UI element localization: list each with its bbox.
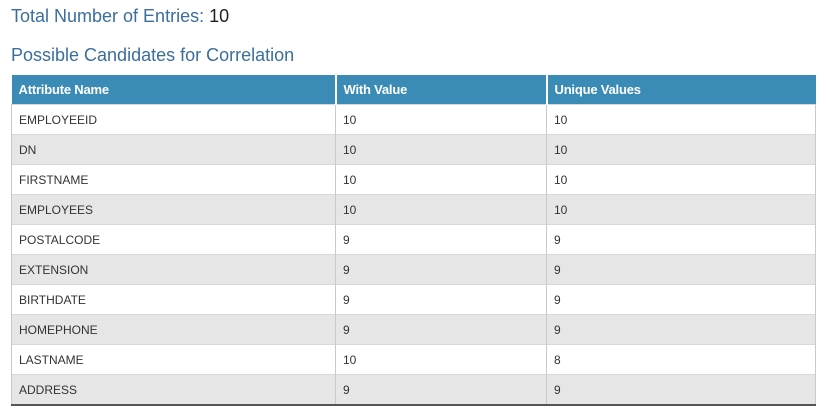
attribute-name-cell: LASTNAME <box>11 344 336 375</box>
attribute-name-cell: EXTENSION <box>11 254 336 285</box>
unique-values-cell: 9 <box>546 374 816 405</box>
column-header-with-value[interactable]: With Value <box>335 75 548 105</box>
table-row[interactable]: BIRTHDATE 9 9 <box>11 284 816 315</box>
attribute-name-cell: ADDRESS <box>11 374 336 405</box>
with-value-cell: 9 <box>335 224 547 255</box>
table-row[interactable]: DN 10 10 <box>11 134 816 165</box>
with-value-cell: 9 <box>335 254 547 285</box>
table-row[interactable]: EMPLOYEES 10 10 <box>11 194 816 225</box>
table-row[interactable]: POSTALCODE 9 9 <box>11 224 816 255</box>
table-row[interactable]: EXTENSION 9 9 <box>11 254 816 285</box>
attribute-name-cell: POSTALCODE <box>11 224 336 255</box>
table-row[interactable]: FIRSTNAME 10 10 <box>11 164 816 195</box>
unique-values-cell: 9 <box>546 284 816 315</box>
column-header-unique-values[interactable]: Unique Values <box>546 75 816 105</box>
unique-values-cell: 8 <box>546 344 816 375</box>
section-title: Possible Candidates for Correlation <box>11 45 295 65</box>
column-header-attribute-name[interactable]: Attribute Name <box>11 75 337 105</box>
total-entries-label: Total Number of Entries: <box>11 6 205 26</box>
table-row[interactable]: ADDRESS 9 9 <box>11 374 816 405</box>
table-header-row: Attribute Name With Value Unique Values <box>11 75 816 105</box>
table-row[interactable]: EMPLOYEEID 10 10 <box>11 104 816 135</box>
unique-values-cell: 10 <box>546 164 816 195</box>
with-value-cell: 9 <box>335 374 547 405</box>
attribute-name-cell: HOMEPHONE <box>11 314 336 345</box>
table-row[interactable]: HOMEPHONE 9 9 <box>11 314 816 345</box>
unique-values-cell: 10 <box>546 134 816 165</box>
unique-values-cell: 10 <box>546 104 816 135</box>
unique-values-cell: 10 <box>546 194 816 225</box>
with-value-cell: 10 <box>335 344 547 375</box>
with-value-cell: 10 <box>335 194 547 225</box>
attribute-name-cell: EMPLOYEEID <box>11 104 336 135</box>
attribute-name-cell: BIRTHDATE <box>11 284 336 315</box>
with-value-cell: 9 <box>335 284 547 315</box>
total-entries: Total Number of Entries: 10 <box>11 4 229 28</box>
with-value-cell: 9 <box>335 314 547 345</box>
unique-values-cell: 9 <box>546 314 816 345</box>
unique-values-cell: 9 <box>546 224 816 255</box>
correlation-candidates-table: Attribute Name With Value Unique Values … <box>11 75 816 406</box>
with-value-cell: 10 <box>335 134 547 165</box>
attribute-name-cell: DN <box>11 134 336 165</box>
attribute-name-cell: FIRSTNAME <box>11 164 336 195</box>
with-value-cell: 10 <box>335 104 547 135</box>
total-entries-value: 10 <box>209 6 230 26</box>
attribute-name-cell: EMPLOYEES <box>11 194 336 225</box>
table-row[interactable]: LASTNAME 10 8 <box>11 344 816 375</box>
unique-values-cell: 9 <box>546 254 816 285</box>
with-value-cell: 10 <box>335 164 547 195</box>
